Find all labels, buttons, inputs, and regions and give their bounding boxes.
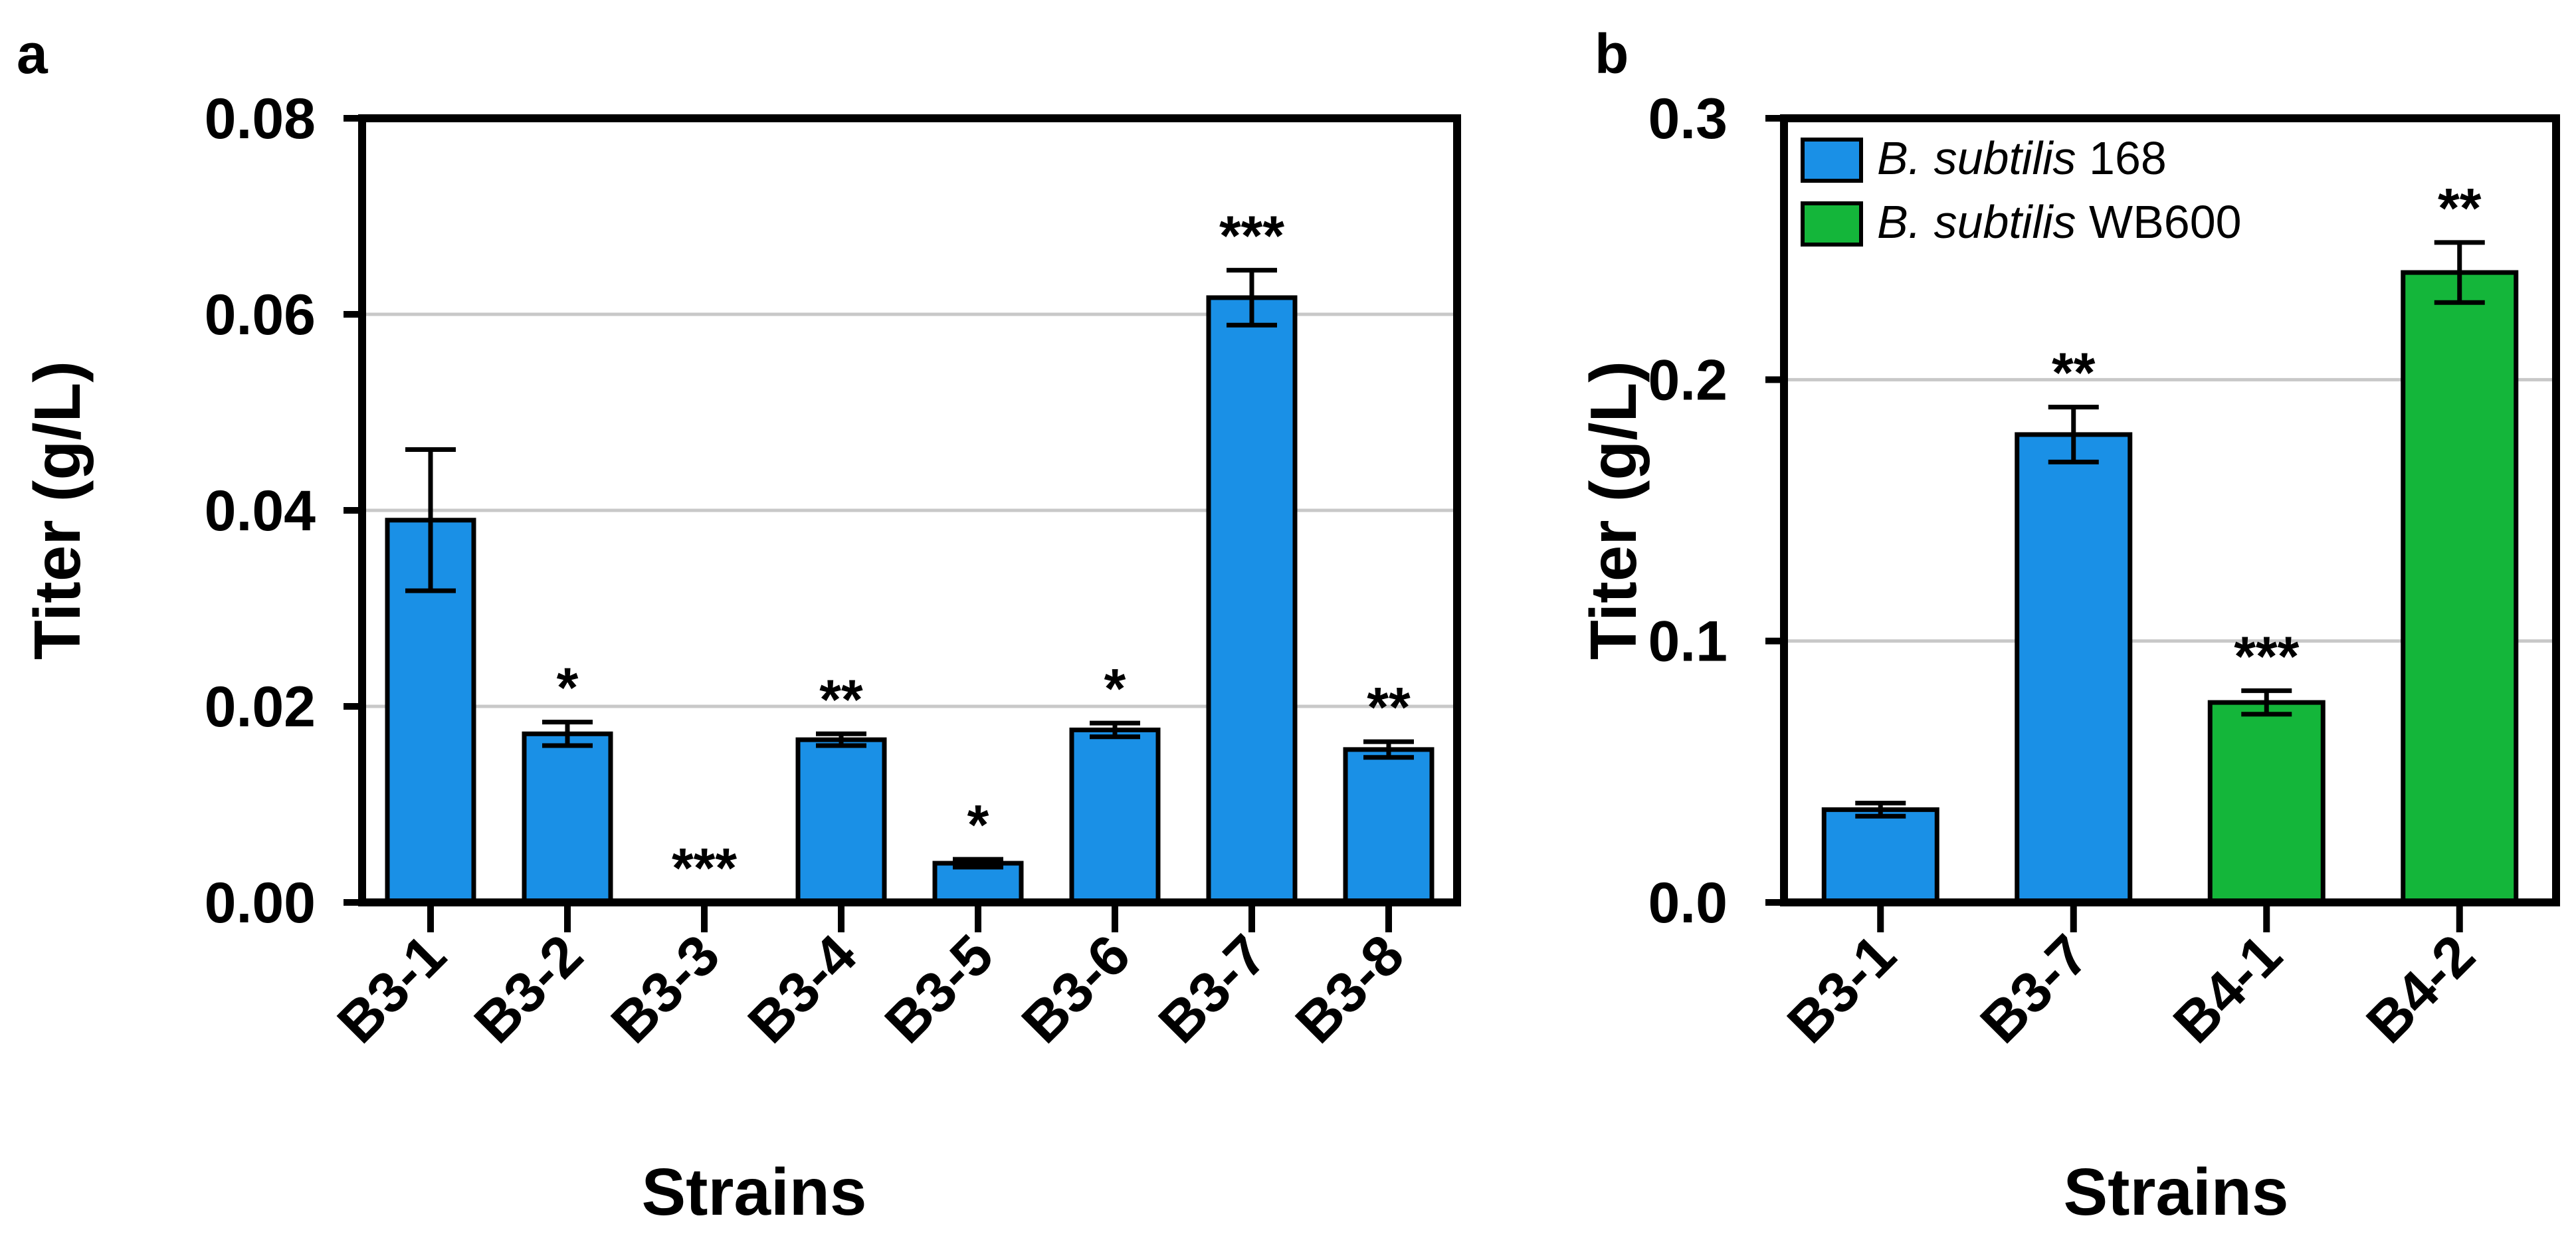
panel-label: b — [1595, 23, 1629, 85]
x-tick-label: B3-7 — [1147, 923, 1280, 1056]
bar-B3-7 — [1206, 295, 1298, 905]
legend-background — [1793, 129, 2378, 265]
legend-label: B. subtilis 168 — [1877, 132, 2167, 184]
y-tick-label: 0.04 — [205, 479, 316, 543]
x-tick-label: B3-3 — [599, 923, 732, 1056]
y-axis-label: Titer (g/L) — [1577, 361, 1650, 660]
x-axis-label: Strains — [641, 1155, 866, 1229]
bar-B3-1 — [1821, 807, 1939, 905]
significance-label: *** — [1219, 205, 1284, 267]
bar-B3-6 — [1069, 727, 1161, 905]
x-tick-label: B3-6 — [1010, 923, 1143, 1056]
y-tick-label: 0.06 — [205, 283, 316, 347]
x-tick-label: B3-8 — [1284, 923, 1417, 1056]
bar-B3-4 — [795, 737, 887, 905]
significance-label: * — [1104, 657, 1126, 720]
significance-label: * — [967, 793, 989, 856]
x-tick-label: B3-4 — [736, 922, 869, 1055]
legend-label: B. subtilis WB600 — [1877, 196, 2242, 248]
x-tick-label: B4-2 — [2354, 923, 2487, 1056]
bar-B3-8 — [1343, 747, 1435, 905]
bar-B3-7 — [2015, 432, 2133, 905]
bar-B4-1 — [2207, 700, 2326, 905]
y-axis-label: Titer (g/L) — [21, 361, 94, 660]
significance-label: ** — [1367, 676, 1411, 738]
significance-label: *** — [2234, 625, 2299, 687]
legend-strain: WB600 — [2076, 196, 2242, 248]
x-tick-label: B4-1 — [2161, 923, 2294, 1056]
significance-label: *** — [672, 837, 737, 899]
panel-a: a 0.00 0.02 0.04 0.06 0.08 Titer (g/L) B3-1 * B3-… — [17, 23, 1461, 1229]
y-tick-label: 0.3 — [1648, 87, 1728, 151]
x-tick-label: B3-1 — [326, 923, 458, 1056]
significance-label: ** — [819, 668, 863, 730]
x-tick-label: B3-2 — [462, 923, 595, 1056]
y-tick-label: 0.1 — [1648, 610, 1728, 674]
bar-B3-2 — [522, 731, 613, 905]
legend-species: B. subtilis — [1877, 132, 2076, 184]
significance-label: * — [557, 657, 579, 719]
bar-B4-2 — [2401, 270, 2519, 905]
y-tick-label: 0.0 — [1648, 871, 1728, 935]
legend-swatch — [1801, 201, 1863, 247]
plot-frame — [358, 114, 1461, 906]
legend-strain: 168 — [2076, 132, 2167, 184]
y-tick-label: 0.2 — [1648, 348, 1728, 412]
significance-label: ** — [2438, 177, 2482, 239]
x-tick-label: B3-7 — [1968, 923, 2101, 1056]
significance-label: ** — [2052, 342, 2096, 404]
panel-label: a — [17, 23, 49, 85]
x-axis-label: Strains — [2063, 1155, 2288, 1229]
x-tick-label: B3-5 — [873, 923, 1006, 1056]
y-tick-label: 0.08 — [205, 87, 316, 151]
y-tick-label: 0.00 — [205, 871, 316, 935]
y-tick-label: 0.02 — [205, 675, 316, 739]
x-tick-label: B3-1 — [1775, 923, 1908, 1056]
plot-frame — [1780, 114, 2560, 906]
legend-species: B. subtilis — [1877, 196, 2076, 248]
panel-b: b 0.0 0.1 0.2 0.3 Titer (g/L) B3-1 ** B3-7 *** B4-… — [1577, 23, 2560, 1229]
legend-swatch — [1801, 138, 1863, 183]
